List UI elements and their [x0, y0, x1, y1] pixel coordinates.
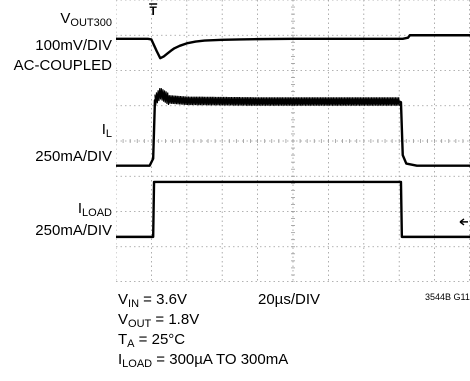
iload-label: ILOAD	[77, 200, 112, 219]
trigger-marker: T	[149, 4, 157, 18]
traces	[116, 34, 470, 239]
il-ripple	[154, 88, 401, 106]
scope-display: T	[116, 0, 470, 282]
iload-scale: 250mA/DIV	[35, 222, 112, 239]
time-per-div-label: 20µs/DIV	[258, 291, 320, 308]
il-label: IL	[101, 121, 112, 140]
vout-trace	[116, 34, 470, 60]
iload-trace	[116, 180, 470, 239]
condition-vout: VOUT = 1.8V	[118, 311, 200, 330]
figure-id: 3544B G11	[425, 292, 470, 302]
markers: T	[149, 3, 468, 226]
vout-scale: 100mV/DIV	[35, 37, 112, 54]
reference-arrow	[459, 218, 468, 226]
vout-coupling: AC-COUPLED	[13, 57, 112, 74]
grid	[116, 0, 470, 282]
il-scale: 250mA/DIV	[35, 148, 112, 165]
condition-ta: TA = 25°C	[118, 331, 186, 350]
condition-iload: ILOAD = 300µA TO 300mA	[118, 351, 289, 370]
condition-vin: VIN = 3.6V	[118, 291, 187, 310]
vout-label: VOUT300	[60, 10, 112, 29]
